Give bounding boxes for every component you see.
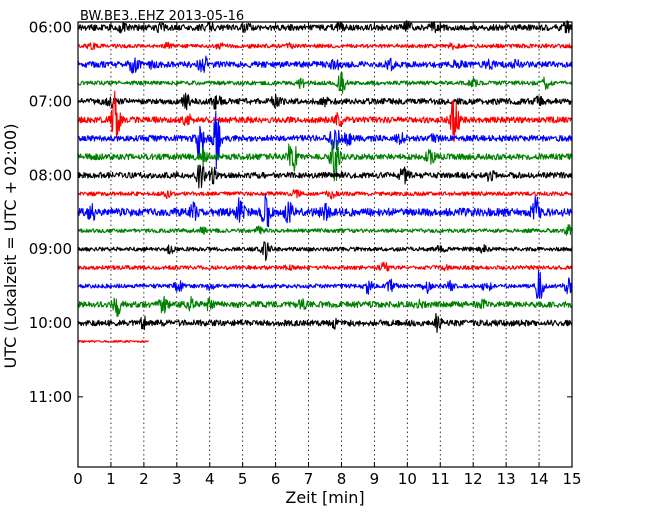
trace-line [77, 41, 573, 51]
trace-line [77, 269, 573, 299]
trace-line [77, 55, 573, 74]
trace-group [77, 20, 573, 343]
y-axis-label: UTC (Lokalzeit = UTC + 02:00) [1, 124, 20, 369]
x-tick-label: 11 [431, 470, 450, 488]
x-tick-label: 4 [205, 470, 215, 488]
y-tick-label: 06:00 [29, 19, 72, 37]
trace-line [77, 295, 573, 317]
x-tick-label: 14 [530, 470, 549, 488]
x-axis-label: Zeit [min] [285, 488, 364, 507]
y-tick-label: 08:00 [29, 166, 72, 184]
x-tick-label: 1 [106, 470, 116, 488]
x-tick-label: 9 [370, 470, 380, 488]
y-tick-label: 11:00 [29, 388, 72, 406]
x-tick-label: 10 [398, 470, 417, 488]
y-axis: 06:00 07:00 08:00 09:00 10:00 11:00 [29, 19, 572, 406]
x-tick-label: 8 [337, 470, 347, 488]
x-tick-label: 7 [304, 470, 314, 488]
chart-title: BW.BE3..EHZ 2013-05-16 [80, 9, 244, 24]
trace-line [77, 339, 149, 343]
trace-line [77, 241, 573, 262]
trace-line [77, 312, 573, 334]
trace-line [77, 92, 573, 111]
x-tick-label: 13 [497, 470, 516, 488]
trace-line [77, 164, 573, 189]
x-axis: 0 1 2 3 4 5 6 7 8 9 10 11 12 13 14 15 [73, 22, 582, 488]
y-tick-label: 09:00 [29, 240, 72, 258]
trace-line [77, 90, 573, 142]
y-tick-label: 10:00 [29, 314, 72, 332]
trace-line [77, 72, 573, 94]
x-tick-label: 3 [172, 470, 182, 488]
x-tick-label: 12 [464, 470, 483, 488]
x-tick-label: 0 [73, 470, 83, 488]
trace-line [77, 20, 573, 34]
vertical-grid [110, 22, 540, 467]
trace-line [77, 194, 573, 228]
plot-frame [77, 21, 573, 468]
x-tick-label: 2 [139, 470, 149, 488]
trace-line [77, 224, 573, 236]
x-tick-label: 5 [238, 470, 248, 488]
x-tick-label: 15 [562, 470, 581, 488]
trace-line [77, 261, 573, 272]
x-tick-label: 6 [271, 470, 281, 488]
trace-line [77, 139, 573, 182]
trace-line [77, 189, 573, 200]
y-tick-label: 07:00 [29, 92, 72, 110]
trace-line [77, 110, 573, 170]
